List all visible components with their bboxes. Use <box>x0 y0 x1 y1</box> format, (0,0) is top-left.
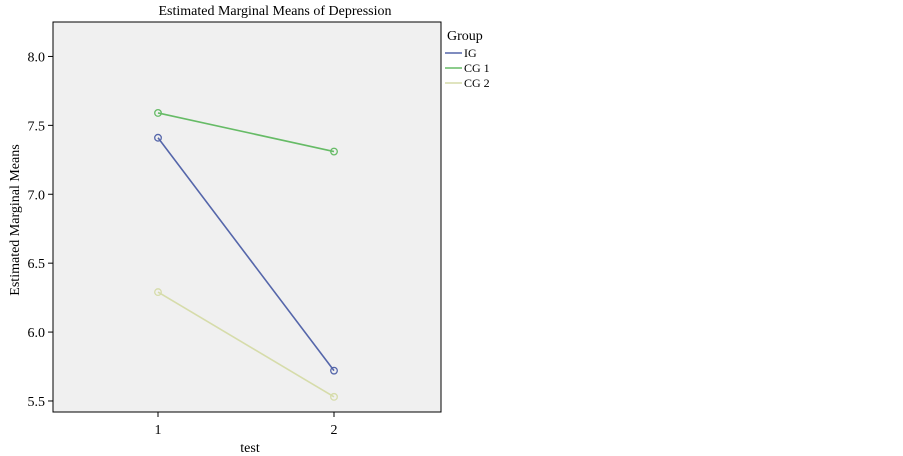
y-tick-label: 6.0 <box>28 326 46 341</box>
x-tick-label: 1 <box>155 423 162 438</box>
series-line <box>157 291 335 398</box>
y-tick-label: 7.5 <box>28 119 46 134</box>
data-point <box>154 133 162 142</box>
series-line <box>157 137 335 372</box>
legend-label: IG <box>464 46 477 60</box>
y-tick-label: 5.5 <box>28 395 46 410</box>
y-axis-title: Estimated Marginal Means <box>8 144 23 295</box>
series-layer <box>154 109 338 401</box>
series-cg-1 <box>154 109 338 156</box>
y-tick-label: 6.5 <box>28 257 46 272</box>
x-axis-title: test <box>240 441 260 456</box>
series-line <box>157 112 335 153</box>
legend-title: Group <box>447 29 483 44</box>
y-axis-ticks: 5.5 6.0 6.5 7.0 7.5 8.0 <box>28 50 53 410</box>
data-point <box>154 288 162 297</box>
y-tick-label: 8.0 <box>28 50 46 65</box>
series-cg-2 <box>154 288 338 401</box>
y-tick-label: 7.0 <box>28 188 46 203</box>
legend-label: CG 1 <box>464 61 490 75</box>
x-tick-label: 2 <box>331 423 338 438</box>
chart-title: Estimated Marginal Means of Depression <box>158 4 391 19</box>
data-point <box>154 109 162 117</box>
plot-area <box>52 21 442 413</box>
legend-label: CG 2 <box>464 76 490 90</box>
data-point <box>330 392 338 401</box>
data-point <box>330 147 338 156</box>
data-point <box>330 366 338 375</box>
series-ig <box>154 133 338 375</box>
